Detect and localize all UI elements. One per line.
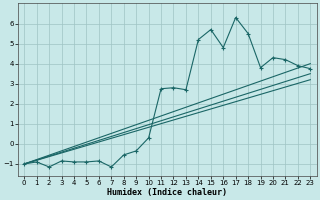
X-axis label: Humidex (Indice chaleur): Humidex (Indice chaleur) xyxy=(107,188,227,197)
